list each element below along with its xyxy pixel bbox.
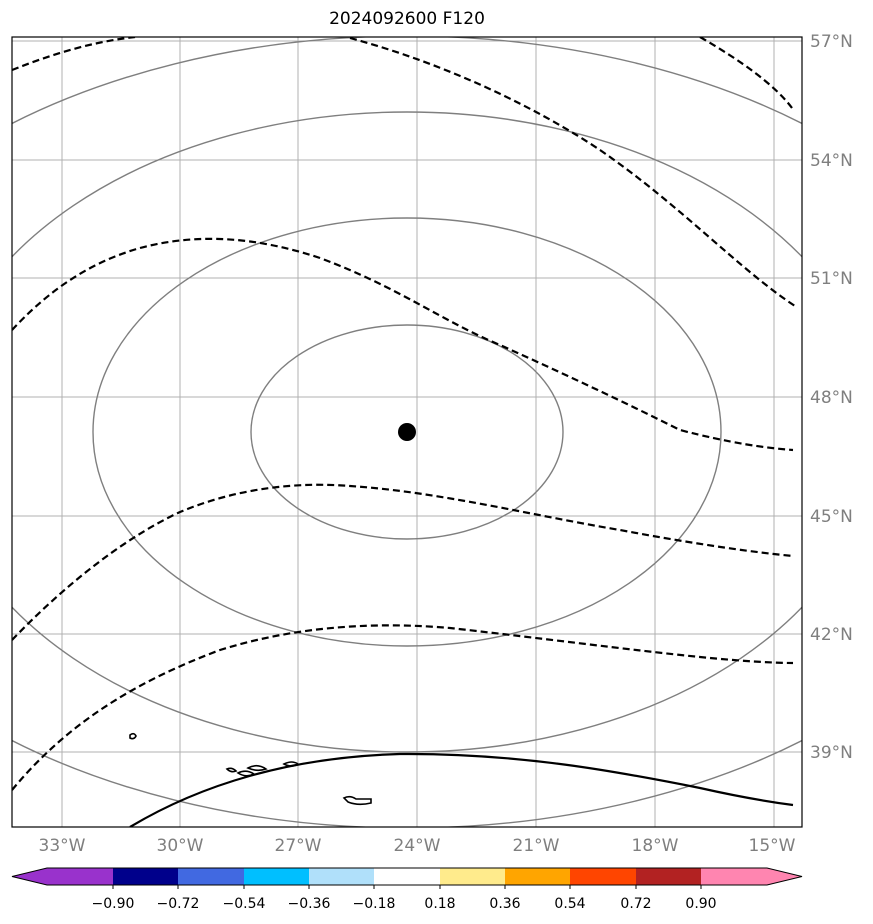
colorbar-tick-label: 0.36: [489, 896, 520, 912]
lon-label: 24°W: [394, 836, 441, 856]
colorbar-tick-label: 0.72: [620, 896, 651, 912]
contour-line: [349, 37, 796, 307]
lat-label: 51°N: [810, 269, 853, 289]
range-rings: [12, 37, 802, 827]
lon-label: 33°W: [39, 836, 86, 856]
dashed-contours: [12, 37, 796, 791]
map-title: 2024092600 F120: [329, 9, 485, 29]
colorbar-tick-label: −0.72: [157, 896, 200, 912]
islands: [129, 732, 372, 806]
lat-label: 54°N: [810, 151, 853, 171]
lat-label: 48°N: [810, 388, 853, 408]
colorbar-tick-label: −0.18: [353, 896, 396, 912]
contour-line: [699, 37, 793, 109]
lon-label: 15°W: [749, 836, 796, 856]
colorbar-outline: [11, 867, 803, 886]
colorbar-tick-label: −0.54: [223, 896, 266, 912]
island-outline: [236, 770, 256, 777]
colorbar-tick-label: −0.90: [92, 896, 135, 912]
graticule: [12, 37, 802, 827]
colorbar-ticks: −0.90 −0.72 −0.54 −0.36 −0.18 0.18 0.36 …: [92, 896, 717, 912]
lat-label: 39°N: [810, 743, 853, 763]
colorbar-segment: [440, 868, 505, 885]
colorbar: [11, 867, 803, 889]
colorbar-tick-label: 0.54: [554, 896, 585, 912]
contour-line: [12, 237, 794, 452]
contour-line: [129, 752, 794, 827]
colorbar-segment: [309, 868, 374, 885]
solid-contour: [129, 752, 794, 827]
range-ring-3: [12, 111, 802, 753]
latitude-labels: 57°N 54°N 51°N 48°N 45°N 42°N 39°N: [810, 32, 853, 763]
colorbar-segment: [701, 868, 802, 885]
contour-line: [12, 624, 794, 791]
island-outline: [225, 767, 238, 773]
storm-center-marker: [398, 423, 416, 441]
lon-label: 21°W: [513, 836, 560, 856]
colorbar-tick-label: 0.90: [685, 896, 716, 912]
colorbar-segment: [178, 868, 244, 885]
range-ring-4: [12, 37, 802, 827]
lat-label: 42°N: [810, 625, 853, 645]
colorbar-segment: [12, 868, 113, 885]
longitude-labels: 33°W 30°W 27°W 24°W 21°W 18°W 15°W: [39, 836, 796, 856]
range-ring-1: [250, 324, 564, 540]
colorbar-segment: [570, 868, 636, 885]
map-frame: [11, 36, 803, 828]
colorbar-segment: [505, 868, 570, 885]
colorbar-segment: [244, 868, 309, 885]
lon-label: 30°W: [157, 836, 204, 856]
colorbar-tick-label: 0.18: [424, 896, 455, 912]
colorbar-segment: [113, 868, 178, 885]
lat-label: 45°N: [810, 507, 853, 527]
lon-label: 27°W: [275, 836, 322, 856]
lon-label: 18°W: [632, 836, 679, 856]
island-outline: [246, 764, 268, 772]
contour-line: [12, 483, 794, 641]
contour-line: [12, 37, 136, 72]
colorbar-segment: [636, 868, 701, 885]
colorbar-tick-label: −0.36: [288, 896, 331, 912]
colorbar-segment: [374, 868, 440, 885]
island-outline: [129, 732, 137, 740]
range-ring-2: [92, 217, 722, 647]
lat-label: 57°N: [810, 32, 853, 52]
island-outline: [342, 795, 372, 806]
island-outline: [282, 761, 300, 767]
